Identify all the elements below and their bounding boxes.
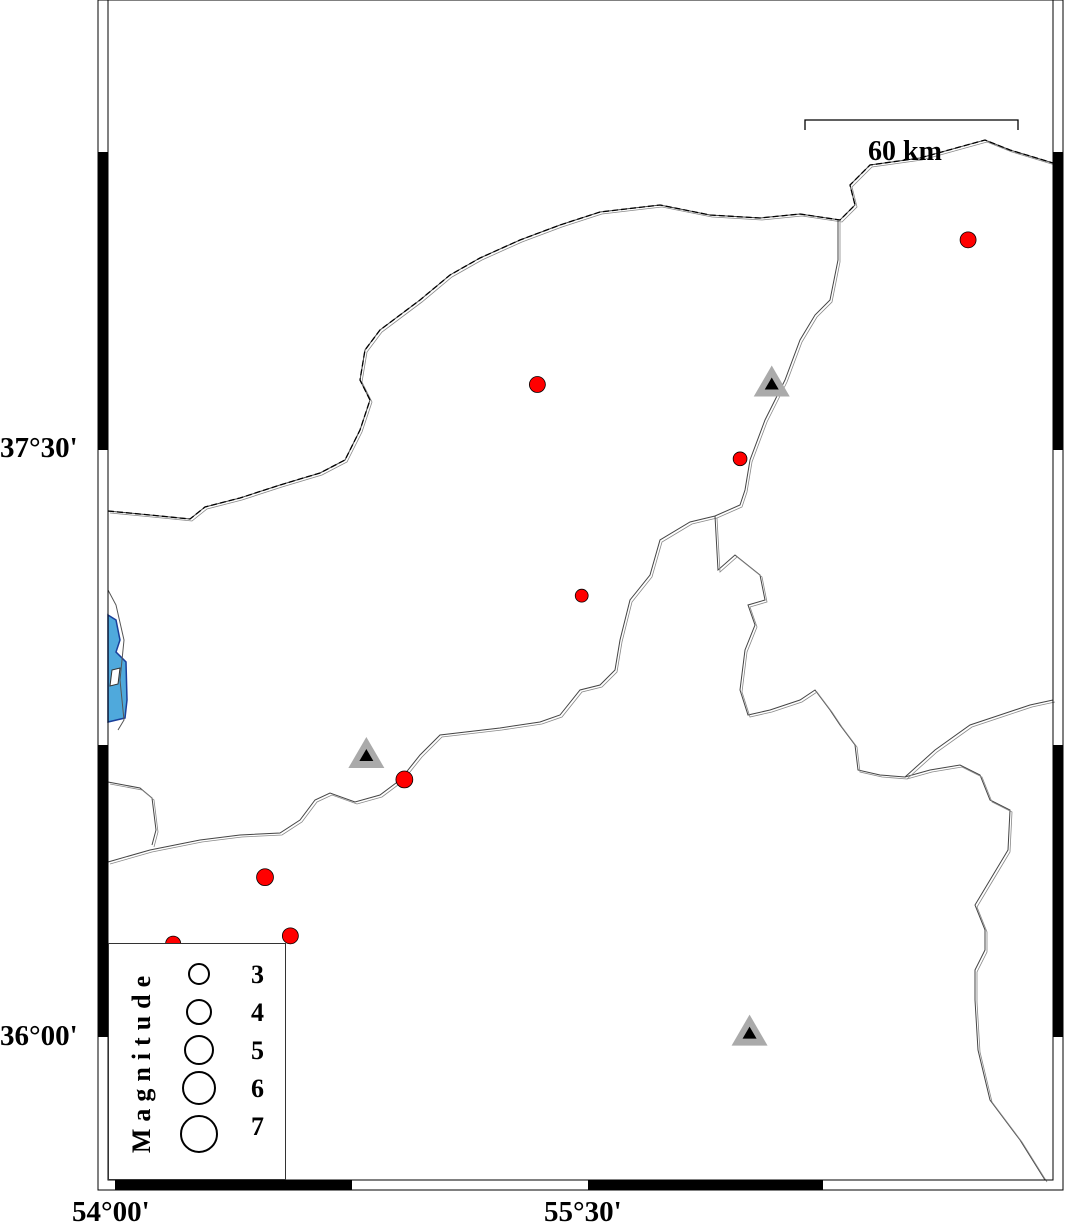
province-border — [714, 515, 1046, 1181]
earthquake-event — [574, 588, 589, 603]
frame-inner — [107, 0, 1054, 1181]
lon-label-55-30: 55°30' — [544, 1196, 622, 1228]
frame-tick-bar-left — [98, 152, 108, 450]
province-border-double — [716, 517, 1048, 1183]
province-border-double — [109, 222, 841, 865]
province-border-double — [109, 783, 159, 848]
earthquake-event — [281, 927, 299, 945]
scale-bar-label: 60 km — [868, 136, 942, 167]
frame-tick-bar-right — [1053, 152, 1063, 450]
legend-label: 6 — [251, 1074, 264, 1103]
legend-circle — [180, 1115, 218, 1153]
lat-label-36-00: 36°00' — [0, 1020, 78, 1052]
legend-label: 5 — [251, 1036, 264, 1065]
lon-label-54-00: 54°00' — [72, 1196, 150, 1228]
earthquake-event — [256, 868, 274, 887]
lake-island — [109, 667, 121, 687]
earthquake-event — [959, 231, 977, 249]
province-border — [904, 699, 1054, 778]
legend-circle — [188, 963, 210, 985]
scale-bar — [804, 119, 1019, 130]
station-triangle-icon — [764, 377, 779, 390]
earthquake-event — [395, 770, 414, 789]
earthquake-event — [732, 451, 748, 467]
shoreline — [107, 589, 125, 731]
earthquake-event — [528, 376, 546, 393]
station-triangle-icon — [742, 1026, 757, 1039]
legend-label: 7 — [251, 1112, 264, 1141]
frame-tick-bar-bottom — [115, 1180, 352, 1190]
country-border-double — [109, 141, 1056, 522]
frame-tick-bar-left — [98, 745, 108, 1037]
province-border-double — [906, 701, 1056, 780]
province-border — [107, 781, 157, 846]
station-triangle-icon — [359, 748, 374, 761]
frame-outer — [97, 0, 1064, 1191]
province-border — [107, 220, 839, 863]
legend-circle — [184, 1035, 214, 1065]
legend-circle — [182, 1071, 216, 1105]
frame-tick-bar-bottom — [588, 1180, 823, 1190]
country-border — [107, 139, 1054, 520]
legend-symbols: 3 4 5 6 7 — [180, 960, 264, 1153]
lat-label-37-30: 37°30' — [0, 432, 78, 464]
legend-label: 3 — [251, 960, 264, 989]
legend-circle — [186, 999, 212, 1025]
legend-label: 4 — [251, 998, 264, 1027]
frame-tick-bar-right — [1053, 745, 1063, 1037]
country-border-dashed — [107, 139, 1054, 520]
